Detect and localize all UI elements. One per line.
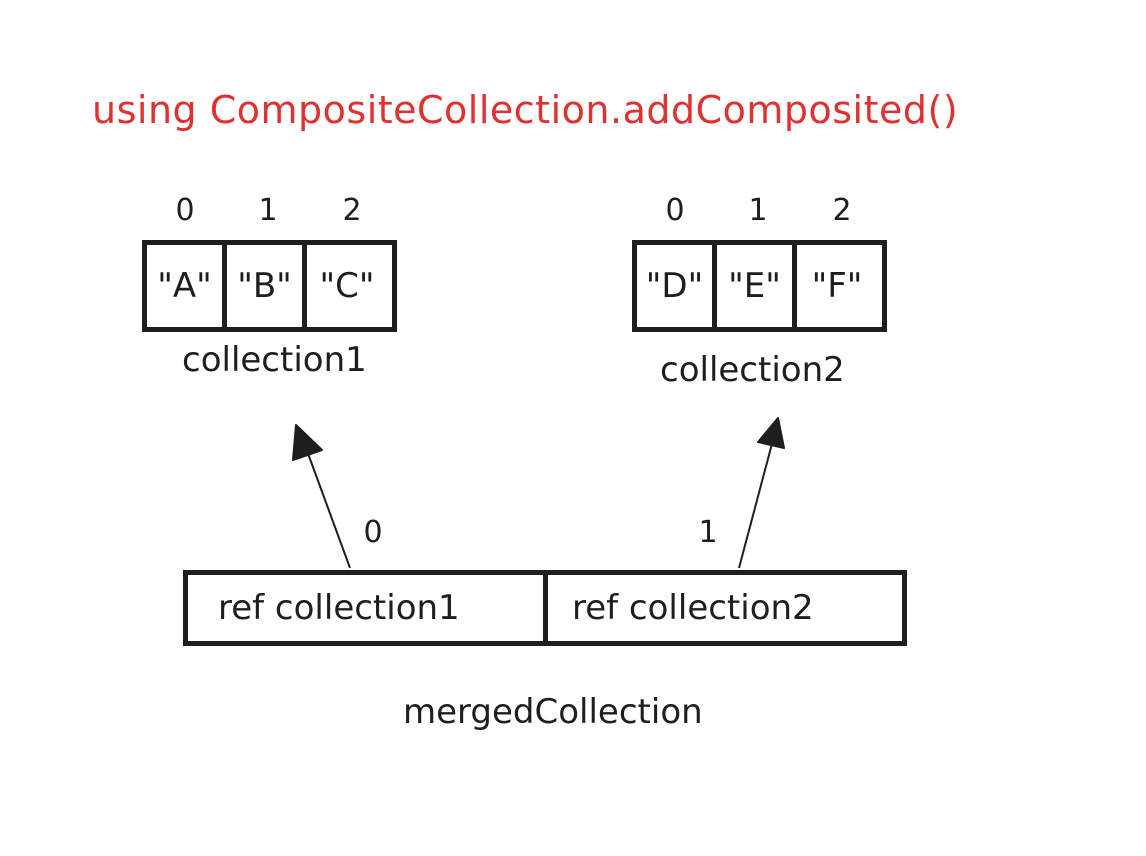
arrowhead-to-collection2 bbox=[757, 417, 785, 449]
collection1-cell-1: "B" bbox=[227, 245, 307, 327]
collection2-index-1: 1 bbox=[748, 193, 768, 228]
collection1-index-1: 1 bbox=[258, 193, 278, 228]
collection1-array: "A" "B" "C" bbox=[142, 240, 397, 332]
merged-slot-0: ref collection1 bbox=[188, 575, 548, 641]
arrowhead-to-collection1 bbox=[292, 424, 323, 461]
arrow-line-to-collection2 bbox=[738, 439, 774, 569]
diagram-title: using CompositeCollection.addComposited(… bbox=[92, 88, 959, 132]
collection2-cell-0: "D" bbox=[637, 245, 717, 327]
merged-slot-1: ref collection2 bbox=[572, 588, 814, 628]
collection1-cell-2: "C" bbox=[319, 266, 375, 306]
collection2-label: collection2 bbox=[660, 350, 845, 390]
merged-index-1: 1 bbox=[698, 515, 718, 550]
collection2-cell-1: "E" bbox=[717, 245, 797, 327]
collection2-array: "D" "E" "F" bbox=[632, 240, 887, 332]
collection1-index-0: 0 bbox=[175, 193, 195, 228]
collection2-index-0: 0 bbox=[665, 193, 685, 228]
arrow-line-to-collection1 bbox=[305, 447, 351, 569]
merged-collection-array: ref collection1 ref collection2 bbox=[183, 570, 907, 646]
merged-index-0: 0 bbox=[363, 515, 383, 550]
collection1-cell-0: "A" bbox=[147, 245, 227, 327]
collection1-label: collection1 bbox=[182, 340, 367, 380]
collection1-index-2: 2 bbox=[342, 193, 362, 228]
merged-collection-label: mergedCollection bbox=[403, 692, 703, 732]
collection2-cell-2: "F" bbox=[811, 266, 863, 306]
collection2-index-2: 2 bbox=[832, 193, 852, 228]
